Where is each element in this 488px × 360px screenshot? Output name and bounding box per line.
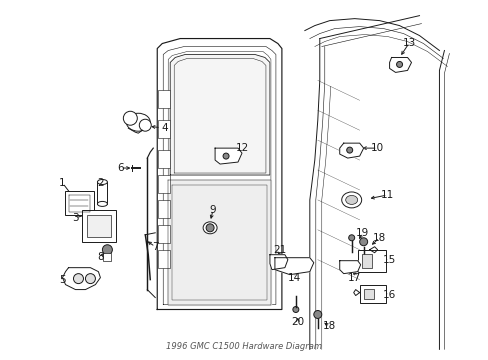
Polygon shape [339,261,360,274]
Polygon shape [168,180,270,305]
Text: 20: 20 [291,318,304,328]
Text: 17: 17 [347,273,361,283]
Ellipse shape [203,222,217,234]
Polygon shape [157,39,281,310]
Text: 1996 GMC C1500 Hardware Diagram: 1996 GMC C1500 Hardware Diagram [166,342,322,351]
Polygon shape [339,143,363,158]
Bar [357,250,385,272]
Circle shape [396,62,402,67]
Circle shape [123,111,137,125]
Bar [158,175,170,193]
Circle shape [292,306,298,312]
Text: 1: 1 [59,178,66,188]
Ellipse shape [126,113,150,131]
Bar [158,225,170,243]
Bar [87,215,111,237]
Polygon shape [62,268,100,289]
Text: 11: 11 [380,190,393,200]
Text: 10: 10 [370,143,384,153]
Text: 18: 18 [323,321,336,332]
Bar [103,253,111,261]
Text: 8: 8 [97,252,103,262]
Text: 5: 5 [59,275,66,285]
Text: 15: 15 [382,255,395,265]
Ellipse shape [345,195,357,204]
Polygon shape [215,148,242,164]
Text: 14: 14 [287,273,301,283]
Bar [158,250,170,268]
Bar [363,289,373,298]
Circle shape [205,224,214,232]
Ellipse shape [341,192,361,208]
Ellipse shape [97,201,107,206]
Text: 13: 13 [402,37,415,48]
Text: 18: 18 [372,233,386,243]
Polygon shape [389,58,411,72]
Text: 16: 16 [382,289,395,300]
FancyBboxPatch shape [64,191,94,215]
Ellipse shape [97,180,107,184]
Polygon shape [170,54,269,175]
Bar [82,210,116,242]
Text: 6: 6 [117,163,123,173]
Circle shape [359,238,367,246]
Bar [158,150,170,168]
Polygon shape [269,255,287,270]
Circle shape [313,310,321,319]
Bar [158,200,170,218]
Bar [158,120,170,138]
Bar [359,285,385,302]
Text: 12: 12 [235,143,248,153]
Text: 19: 19 [355,228,368,238]
Text: 7: 7 [152,242,158,252]
Circle shape [348,235,354,241]
Circle shape [85,274,95,284]
Text: 2: 2 [97,178,103,188]
Circle shape [102,245,112,255]
Circle shape [223,153,228,159]
Bar [97,182,107,204]
Polygon shape [274,258,313,275]
Text: 4: 4 [162,123,168,133]
Text: 9: 9 [209,205,216,215]
Circle shape [73,274,83,284]
Text: 21: 21 [273,245,286,255]
Circle shape [139,119,151,131]
Text: 3: 3 [72,213,79,223]
Bar [361,254,371,268]
Bar [158,90,170,108]
Circle shape [346,147,352,153]
